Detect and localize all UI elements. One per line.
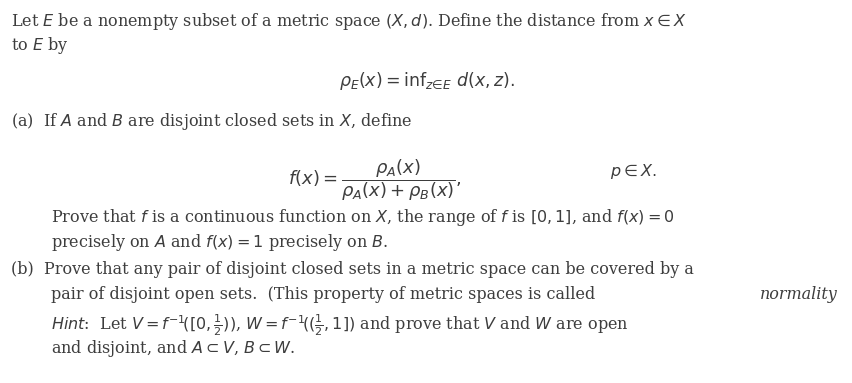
Text: $\it{Hint}$:  Let $V = f^{-1}\!([0, \frac{1}{2}))$, $W = f^{-1}\!((\frac{1}{2}, : $\it{Hint}$: Let $V = f^{-1}\!([0, \frac… <box>51 312 628 338</box>
Text: normality: normality <box>759 286 837 303</box>
Text: Let $E$ be a nonempty subset of a metric space $(X, d)$. Define the distance fro: Let $E$ be a nonempty subset of a metric… <box>11 11 686 32</box>
Text: (b)  Prove that any pair of disjoint closed sets in a metric space can be covere: (b) Prove that any pair of disjoint clos… <box>11 261 694 278</box>
Text: $p \in X.$: $p \in X.$ <box>609 162 656 181</box>
Text: $\rho_E(x) = \inf_{z\in E}\, d(x, z).$: $\rho_E(x) = \inf_{z\in E}\, d(x, z).$ <box>338 70 514 92</box>
Text: and disjoint, and $A \subset V$, $B \subset W$.: and disjoint, and $A \subset V$, $B \sub… <box>51 338 295 359</box>
Text: Prove that $f$ is a continuous function on $X$, the range of $f$ is $[0, 1]$, an: Prove that $f$ is a continuous function … <box>51 207 674 228</box>
Text: to $E$ by: to $E$ by <box>11 35 68 56</box>
Text: $f(x) = \dfrac{\rho_A(x)}{\rho_A(x) + \rho_B(x)},$: $f(x) = \dfrac{\rho_A(x)}{\rho_A(x) + \r… <box>288 157 462 203</box>
Text: (a)  If $A$ and $B$ are disjoint closed sets in $X$, define: (a) If $A$ and $B$ are disjoint closed s… <box>11 111 412 132</box>
Text: precisely on $A$ and $f(x) = 1$ precisely on $B$.: precisely on $A$ and $f(x) = 1$ precisel… <box>51 232 388 254</box>
Text: pair of disjoint open sets.  (This property of metric spaces is called: pair of disjoint open sets. (This proper… <box>51 286 600 303</box>
